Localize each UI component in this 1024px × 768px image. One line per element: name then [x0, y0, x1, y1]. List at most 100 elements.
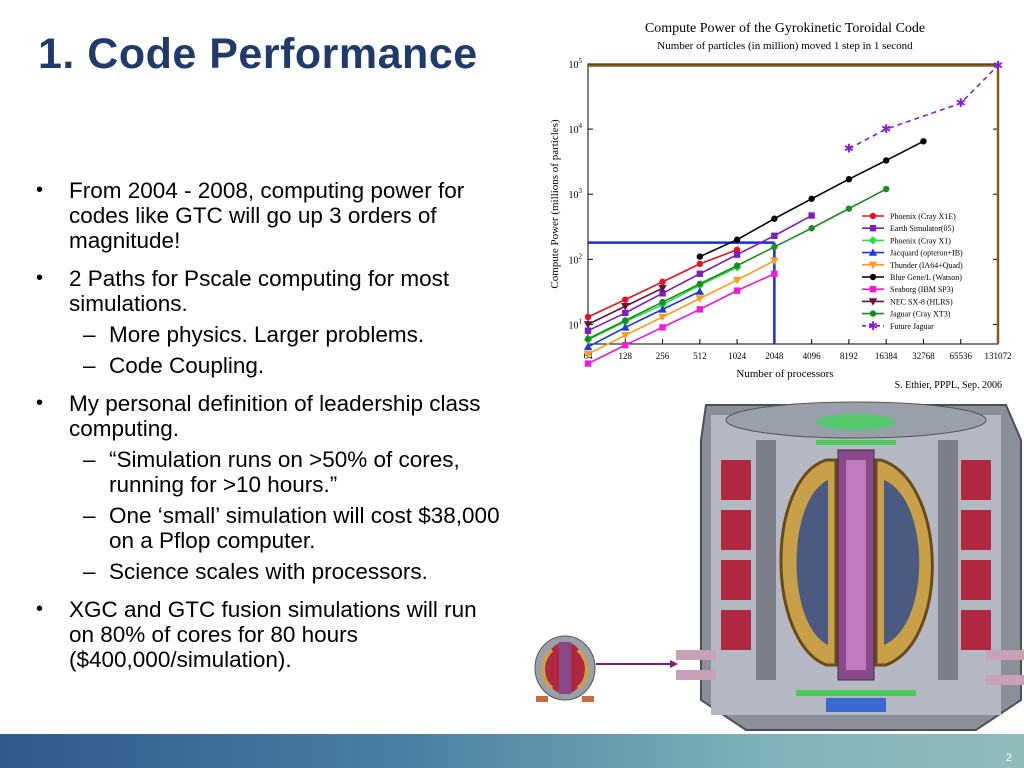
sub-bullet-text: One ‘small’ simulation will cost $38,000…	[109, 503, 500, 553]
y-tick-exponent: 1	[579, 317, 583, 325]
data-point	[733, 287, 741, 294]
data-point	[659, 290, 666, 297]
x-tick-label: 16384	[875, 351, 898, 361]
data-point	[659, 298, 666, 306]
x-tick-label: 32768	[912, 351, 935, 361]
chart-subtitle: Number of particles (in million) moved 1…	[657, 40, 913, 52]
slide-title: 1. Code Performance	[38, 30, 478, 78]
legend-marker	[869, 225, 877, 232]
data-point	[696, 253, 704, 260]
bullet-text: XGC and GTC fusion simulations will run …	[69, 597, 477, 672]
y-axis-label: Compute Power (millions of particles)	[549, 119, 561, 289]
data-point	[659, 278, 666, 286]
bullet-dot: •	[36, 392, 44, 414]
page-number: 2	[1005, 752, 1012, 764]
data-point: ✱	[844, 142, 854, 156]
x-tick-label: 4096	[803, 351, 822, 361]
data-point	[696, 306, 704, 313]
data-point: ✱	[993, 58, 1003, 72]
data-point	[808, 225, 815, 232]
data-point	[584, 360, 592, 367]
data-point	[695, 295, 705, 303]
bullet-dot: •	[36, 598, 44, 620]
y-tick-exponent: 4	[579, 122, 583, 130]
bullet-dot: •	[36, 267, 44, 289]
sub-bullet: – Code Coupling.	[83, 353, 265, 378]
footer-bar	[0, 734, 1024, 768]
y-tick-label: 105	[569, 57, 583, 71]
y-tick-label: 101	[569, 317, 583, 331]
legend-marker	[869, 273, 877, 281]
series-line	[587, 290, 701, 348]
sub-bullet-text: More physics. Larger problems.	[109, 322, 425, 347]
small-tokamak-icon	[534, 635, 596, 702]
data-point	[583, 350, 593, 359]
data-point	[733, 246, 741, 253]
data-point	[695, 287, 705, 295]
legend-marker	[869, 286, 877, 293]
legend-marker	[869, 310, 877, 317]
sub-bullet-text: Code Coupling.	[109, 353, 265, 378]
series-line	[587, 260, 775, 355]
bullet-item: • My personal definition of leadership c…	[36, 391, 506, 584]
data-point	[771, 243, 778, 251]
data-point	[658, 305, 667, 313]
data-point	[696, 260, 704, 268]
bullet-list: • From 2004 - 2008, computing power for …	[36, 178, 506, 685]
x-tick-label: 131072	[985, 351, 1012, 361]
legend-marker	[868, 236, 878, 245]
legend-marker	[868, 261, 878, 269]
series-line	[848, 64, 999, 150]
legend-marker: ✱	[868, 319, 878, 333]
sub-bullet: – Science scales with processors.	[83, 559, 428, 584]
legend-label: Seaborg (IBM SP3)	[890, 285, 954, 294]
data-point	[658, 313, 667, 322]
data-point	[584, 335, 592, 343]
legend-label: Jacquard (opteron+IB)	[890, 249, 963, 258]
data-point	[658, 284, 667, 293]
x-axis-label: Number of processors	[736, 368, 833, 380]
bullet-text: My personal definition of leadership cla…	[69, 391, 481, 441]
arrow-icon	[596, 660, 678, 668]
y-tick-exponent: 2	[579, 252, 583, 260]
sub-bullet: – One ‘small’ simulation will cost $38,00…	[83, 503, 500, 553]
data-point	[621, 303, 630, 311]
chart-title: Compute Power of the Gyrokinetic Toroida…	[645, 21, 925, 36]
legend-label: Earth Simulator(05)	[890, 224, 955, 233]
y-tick-label: 103	[569, 187, 583, 201]
data-point	[771, 270, 778, 277]
data-point	[882, 185, 890, 193]
sub-bullet: – More physics. Larger problems.	[83, 322, 425, 347]
legend-label: Jaguar (Cray XT3)	[890, 310, 951, 319]
legend-marker	[868, 248, 878, 256]
data-point	[845, 175, 853, 183]
data-point	[622, 341, 629, 349]
data-point	[584, 313, 592, 321]
gtc-compute-power-chart: Compute Power of the Gyrokinetic Toroida…	[540, 14, 1024, 396]
legend-label: Phoenix (Cray X1)	[890, 236, 951, 245]
legend-label: Future Jaguar	[890, 322, 934, 331]
data-point	[733, 251, 741, 258]
data-point	[808, 195, 815, 202]
data-point	[882, 157, 890, 164]
x-tick-label: 128	[619, 351, 633, 361]
data-point	[659, 324, 666, 331]
bullet-item: • From 2004 - 2008, computing power for …	[36, 178, 506, 253]
tokamak-cutaway-illustration	[676, 400, 1024, 735]
legend-label: Thunder (IA64+Quad)	[890, 261, 963, 270]
data-point	[622, 296, 629, 303]
sub-bullet-text: “Simulation runs on >50% of cores, runni…	[109, 447, 460, 497]
y-tick-label: 104	[569, 122, 583, 136]
y-tick-exponent: 3	[579, 187, 583, 195]
bullet-text: 2 Paths for Pscale computing for most si…	[69, 266, 450, 316]
x-tick-label: 512	[693, 351, 707, 361]
bullet-item: • XGC and GTC fusion simulations will ru…	[36, 597, 506, 672]
data-point	[771, 215, 778, 222]
sub-bullet: – “Simulation runs on >50% of cores, runn…	[83, 447, 460, 497]
x-tick-label: 2048	[765, 351, 784, 361]
series-line	[587, 273, 775, 365]
sub-bullet-text: Science scales with processors.	[109, 559, 428, 584]
bullet-text: From 2004 - 2008, computing power for co…	[69, 178, 465, 253]
data-point	[621, 323, 630, 331]
data-point: ✱	[956, 96, 966, 110]
